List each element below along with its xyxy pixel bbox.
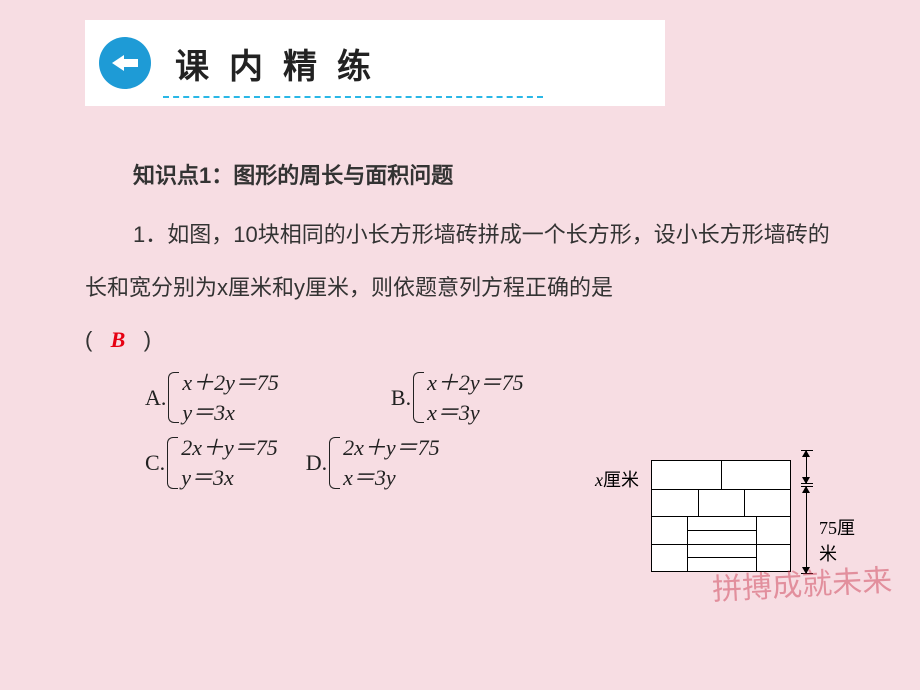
option-d: D. 2x＋y＝75 x＝3y — [306, 433, 440, 492]
option-b: B. x＋2y＝75 x＝3y — [391, 368, 524, 427]
options-block: A. x＋2y＝75 y＝3x B. x＋2y＝75 x＝3y C. 2x＋y＝… — [145, 368, 524, 499]
option-d-eq1: 2x＋y＝75 — [343, 433, 440, 463]
header-underline — [163, 96, 543, 98]
header-banner: 课内精练 — [85, 20, 665, 106]
answer-letter: B — [111, 327, 126, 352]
paren-open: ( — [85, 327, 92, 352]
paren-close: ) — [144, 327, 151, 352]
option-d-label: D. — [306, 450, 327, 476]
answer-line: ( B ) — [85, 314, 840, 367]
content-block: 知识点1：图形的周长与面积问题 1．如图，10块相同的小长方形墙砖拼成一个长方形… — [85, 150, 840, 367]
header-title: 课内精练 — [175, 39, 391, 88]
dim-bracket-top — [801, 450, 815, 484]
question-body: 1．如图，10块相同的小长方形墙砖拼成一个长方形，设小长方形墙砖的长和宽分别为x… — [85, 222, 830, 300]
option-a-label: A. — [145, 385, 166, 411]
option-a-eq1: x＋2y＝75 — [182, 368, 279, 398]
dim-label-75: 75厘米 — [819, 514, 865, 566]
option-b-eq2: x＝3y — [427, 398, 524, 428]
option-a-eq2: y＝3x — [182, 398, 279, 428]
dim-bracket-bottom — [801, 486, 815, 574]
question-text: 1．如图，10块相同的小长方形墙砖拼成一个长方形，设小长方形墙砖的长和宽分别为x… — [85, 209, 840, 315]
option-d-eq2: x＝3y — [343, 463, 440, 493]
arrow-circle-icon — [99, 37, 151, 89]
option-a: A. x＋2y＝75 y＝3x — [145, 368, 279, 427]
dim-label-x: x厘米 — [595, 466, 639, 492]
option-c-eq2: y＝3x — [181, 463, 278, 493]
option-b-eq1: x＋2y＝75 — [427, 368, 524, 398]
outer-rectangle — [651, 460, 791, 572]
option-c-eq1: 2x＋y＝75 — [181, 433, 278, 463]
option-c: C. 2x＋y＝75 y＝3x — [145, 433, 278, 492]
topic-heading: 知识点1：图形的周长与面积问题 — [133, 150, 840, 203]
option-b-label: B. — [391, 385, 411, 411]
option-c-label: C. — [145, 450, 165, 476]
